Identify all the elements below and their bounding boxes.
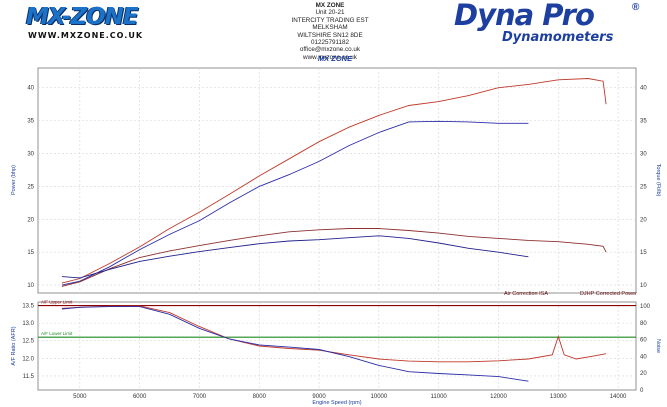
power-tick-label: 25	[27, 184, 34, 190]
rpm-tick-label: 12000	[490, 394, 507, 400]
noise-tick-label: 100	[640, 304, 651, 310]
dynapro-logo-subtext: Dynamometers	[502, 30, 614, 45]
company-address: MX ZONE Unit 20-21 INTERCITY TRADING EST…	[230, 2, 430, 61]
annotation-air-correction: Air Correction ISA	[504, 291, 548, 297]
power-y-axis: 10 10 15 15 20 20 25 25 30 30 35 35 40 40	[27, 86, 647, 289]
afr-tick-label: 12.0	[22, 356, 34, 362]
rpm-tick-label: 11000	[431, 394, 448, 400]
power-tick-label: 40	[27, 86, 34, 92]
power-tick-label: 15	[27, 250, 34, 256]
torque-tick-label: 40	[640, 86, 647, 92]
power-tick-label: 10	[27, 283, 34, 289]
power-grid	[38, 68, 636, 293]
afr-grid	[38, 302, 636, 390]
address-line: MX ZONE	[315, 2, 345, 9]
power-tick-label: 35	[27, 119, 34, 125]
power-plot-area	[37, 67, 637, 294]
dynapro-logo-text: Dyna Pro	[454, 0, 595, 32]
mxzone-logo-url: WWW.MXZONE.CO.UK	[28, 31, 144, 40]
address-line: INTERCITY TRADING EST	[291, 16, 369, 24]
rpm-tick-label: 5000	[73, 394, 87, 400]
afr-tick-label: 13.0	[22, 321, 34, 327]
torque-series-line	[61, 228, 607, 287]
power-tick-label: 20	[27, 217, 34, 223]
noise-tick-label: 20	[640, 371, 647, 377]
torque-tick-label: 30	[640, 152, 647, 158]
rpm-tick-label: 13000	[550, 394, 567, 400]
annotation-corrected-power: DJHP Corrected Power	[580, 291, 637, 297]
rpm-tick-label: 7000	[193, 394, 207, 400]
power-tick-label: 30	[27, 152, 34, 158]
noise-tick-label: 0	[640, 388, 644, 394]
afr-y-axis: 11.5 12.0 12.5 13.0 13.5 0 20 40 60 80 100	[22, 304, 650, 394]
address-line: www.mxzone.co.uk	[303, 53, 357, 61]
noise-tick-label: 80	[640, 321, 647, 327]
torque-tick-label: 15	[640, 250, 647, 256]
afr-tick-label: 11.5	[23, 374, 35, 380]
address-line: Unit 20-21	[315, 9, 345, 17]
power-series-line	[61, 78, 607, 284]
noise-tick-label: 40	[640, 354, 647, 360]
afr-series	[61, 305, 607, 382]
rpm-tick-label: 9000	[312, 394, 326, 400]
afr-axis-label: A/F Ratio (AFR)	[11, 326, 17, 365]
afr-tick-label: 13.5	[22, 304, 34, 310]
noise-axis-label: Noise	[655, 339, 661, 353]
dynapro-registered-mark: ®	[632, 2, 640, 13]
torque-series-line	[61, 235, 529, 279]
rpm-axis-label: Engine Speed (rpm)	[312, 400, 361, 406]
power-series-line	[61, 120, 529, 286]
chart-title: MX ZONE	[318, 54, 353, 63]
address-line: WILTSHIRE SN12 8DE	[297, 31, 363, 39]
rpm-tick-label: 14000	[610, 394, 627, 400]
afr-plot-area	[37, 301, 637, 391]
afr-limit-label: A/F Lower Limit	[41, 331, 73, 336]
address-line: MELKSHAM	[312, 24, 348, 32]
torque-axis-label: Torque (Ft/lb)	[655, 164, 661, 197]
rpm-tick-label: 10000	[371, 394, 388, 400]
noise-tick-label: 60	[640, 338, 647, 344]
torque-tick-label: 20	[640, 217, 647, 223]
afr-series-line	[61, 306, 529, 382]
rpm-x-axis: 5000 6000 7000 8000 9000 10000 11000 12000 13000…	[73, 394, 627, 400]
afr-series-line	[61, 305, 607, 363]
torque-tick-label: 35	[640, 119, 647, 125]
afr-limit-label: A/F Upper Limit	[41, 300, 73, 305]
mxzone-logo: MX-ZONE WWW.MXZONE.CO.UK	[8, 4, 198, 46]
rpm-tick-label: 8000	[253, 394, 267, 400]
torque-tick-label: 25	[640, 184, 647, 190]
afr-tick-label: 12.5	[22, 339, 34, 345]
power-axis-label: Power (bhp)	[11, 165, 17, 195]
power-torque-series	[61, 78, 607, 287]
torque-tick-label: 10	[640, 283, 647, 289]
address-line: office@mxzone.co.uk	[299, 46, 361, 54]
dynapro-logo: Dyna Pro ® Dynamometers	[450, 0, 662, 50]
rpm-tick-label: 6000	[133, 394, 147, 400]
address-line: 01225791182	[310, 39, 350, 47]
mxzone-logo-text: MX-ZONE	[26, 4, 139, 30]
